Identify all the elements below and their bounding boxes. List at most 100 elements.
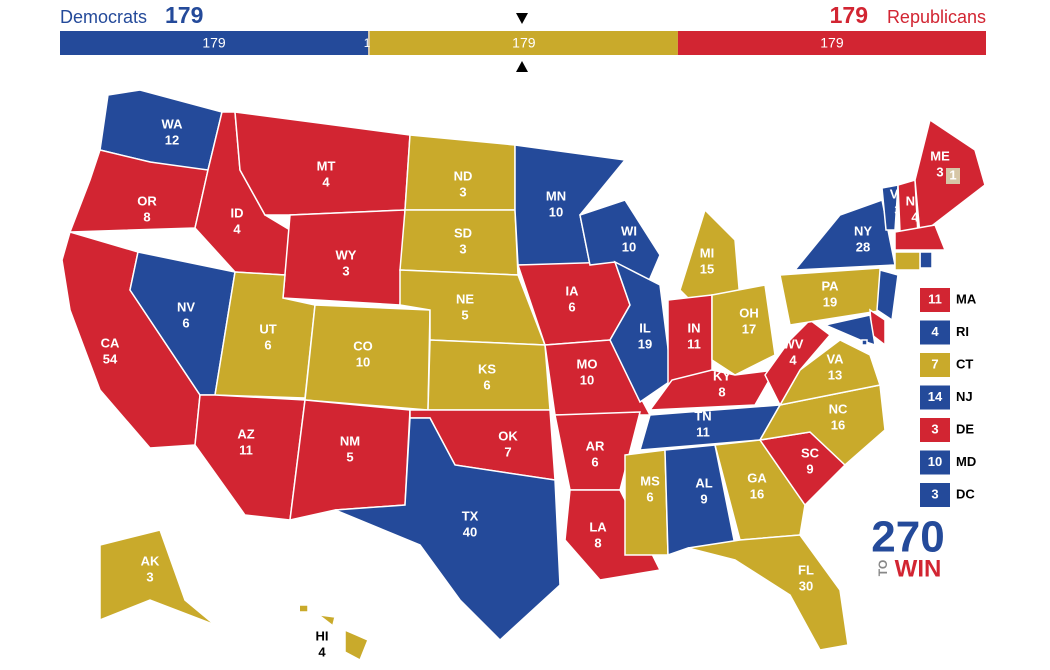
state-abbr: ND — [454, 168, 473, 183]
state-votes: 4 — [911, 209, 919, 224]
state-votes: 16 — [750, 486, 764, 501]
state-votes: 6 — [591, 454, 598, 469]
small-state-boxes: 11 MA 4 RI 7 CT 14 NJ 3 DE 10 MD 3 DC — [920, 288, 977, 507]
state-votes: 17 — [742, 321, 756, 336]
state-votes: 9 — [806, 461, 813, 476]
state-votes: 10 — [549, 204, 563, 219]
state-votes: 16 — [831, 417, 845, 432]
state-abbr: WV — [783, 336, 804, 351]
district-votes: 1 — [949, 167, 956, 182]
state-box-votes: 14 — [928, 389, 943, 404]
logo-number: 270 — [871, 513, 944, 562]
logo-win: WIN — [895, 555, 942, 582]
bar-segment — [369, 31, 678, 55]
state-votes: 30 — [799, 578, 813, 593]
state-votes: 3 — [146, 569, 153, 584]
state-abbr: NC — [829, 401, 848, 416]
state-box-abbr: DE — [956, 421, 974, 436]
state-votes: 4 — [789, 352, 797, 367]
state-abbr: AR — [586, 438, 605, 453]
state-abbr: IN — [688, 320, 701, 335]
state-abbr: IA — [566, 283, 580, 298]
state-box — [920, 385, 950, 410]
state-abbr: IL — [639, 320, 651, 335]
state-box-votes: 11 — [928, 291, 942, 306]
rep-label: Republicans — [887, 7, 986, 27]
bar-segment — [677, 31, 986, 55]
state — [564, 489, 662, 581]
state-votes: 3 — [894, 202, 901, 217]
state-votes: 11 — [239, 442, 253, 457]
state-abbr: KS — [478, 361, 496, 376]
state-votes: 3 — [459, 184, 466, 199]
state-box-abbr: NJ — [956, 389, 973, 404]
state-abbr: CA — [101, 335, 120, 350]
state-abbr: WI — [621, 223, 637, 238]
bar-district-label: 1 — [364, 36, 371, 50]
state-abbr: CO — [353, 338, 373, 353]
state-votes: 8 — [594, 535, 601, 550]
state-box-abbr: MD — [956, 454, 976, 469]
state-votes: 5 — [461, 307, 468, 322]
state-abbr: NV — [177, 299, 195, 314]
state — [300, 604, 369, 662]
state-votes: 12 — [165, 132, 179, 147]
state — [861, 339, 868, 346]
state-abbr: MS — [640, 473, 660, 488]
state-abbr: TX — [462, 508, 479, 523]
state — [822, 314, 876, 347]
state — [334, 417, 561, 642]
state-box-votes: 3 — [931, 421, 938, 436]
state — [648, 369, 777, 411]
state-abbr: PA — [821, 278, 839, 293]
state-abbr: NE — [456, 291, 474, 306]
state — [711, 284, 776, 376]
state-abbr: UT — [259, 321, 276, 336]
state — [194, 394, 306, 521]
state-votes: 11 — [696, 424, 710, 439]
state-votes: 3 — [936, 164, 943, 179]
state-abbr: OK — [498, 428, 518, 443]
state-abbr: WA — [162, 116, 184, 131]
state-abbr: MO — [577, 356, 598, 371]
state-box-votes: 4 — [931, 324, 939, 339]
state-box — [920, 483, 950, 507]
state-votes: 6 — [483, 377, 490, 392]
marker-bottom — [516, 61, 528, 72]
state-votes: 3 — [342, 263, 349, 278]
state-votes: 8 — [143, 209, 150, 224]
bar-label: 179 — [512, 35, 536, 51]
state-abbr: TN — [694, 408, 711, 423]
state-abbr: SD — [454, 225, 472, 240]
state-votes: 10 — [356, 354, 370, 369]
state-votes: 10 — [622, 239, 636, 254]
state — [919, 251, 933, 269]
state-votes: 13 — [828, 367, 842, 382]
state-votes: 4 — [322, 174, 330, 189]
state-votes: 40 — [463, 524, 477, 539]
state-votes: 19 — [823, 294, 837, 309]
bar-segment — [60, 31, 369, 55]
state-box-votes: 3 — [931, 486, 938, 501]
state-abbr: HI — [316, 628, 329, 643]
state-abbr: NM — [340, 433, 360, 448]
state-box — [920, 450, 950, 475]
state-box — [920, 353, 950, 377]
state — [99, 529, 216, 626]
state-votes: 54 — [103, 351, 118, 366]
district-box — [946, 168, 960, 184]
state-abbr: LA — [589, 519, 607, 534]
bar-label: 179 — [202, 35, 226, 51]
state-abbr: WY — [336, 247, 357, 262]
state-abbr: MN — [546, 188, 566, 203]
state-votes: 9 — [700, 491, 707, 506]
state-votes: 28 — [856, 239, 870, 254]
state-abbr: MT — [317, 158, 336, 173]
state-box-votes: 7 — [931, 356, 938, 371]
state — [894, 251, 921, 271]
state-box-abbr: RI — [956, 324, 969, 339]
state-box — [920, 418, 950, 442]
bar-district — [368, 31, 370, 55]
state-votes: 4 — [233, 221, 241, 236]
